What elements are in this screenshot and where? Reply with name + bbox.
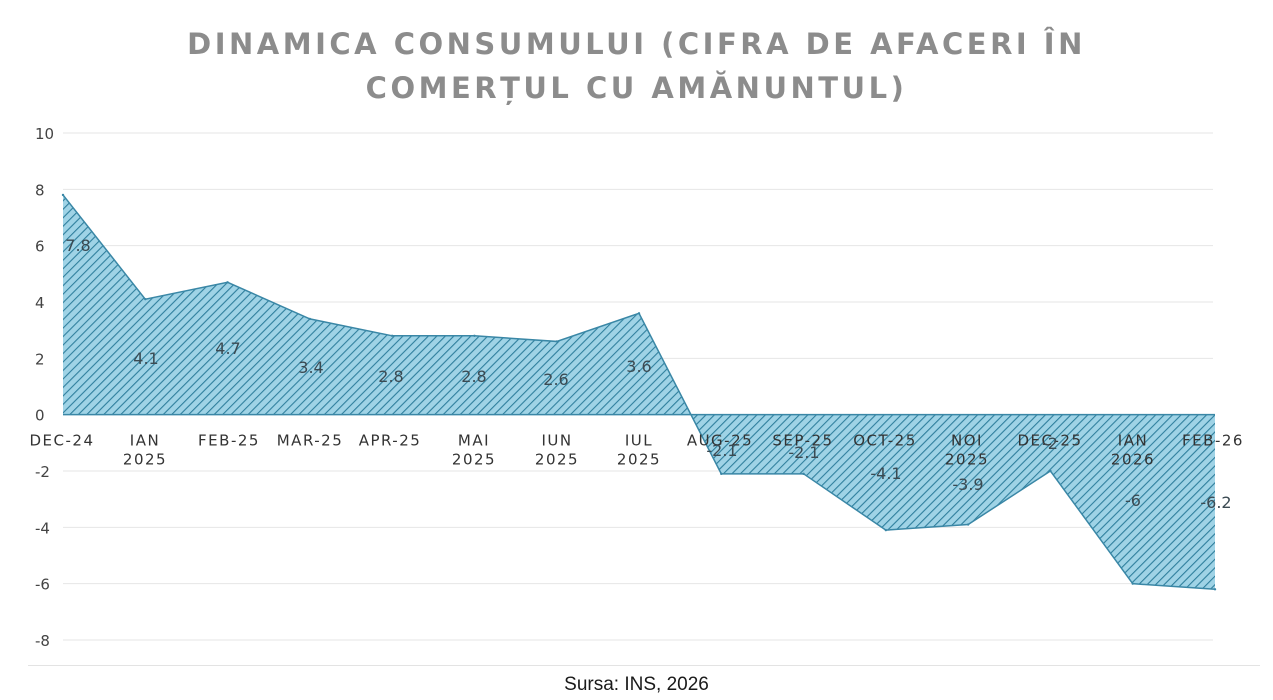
y-tick-label: 2 xyxy=(35,350,45,368)
data-point xyxy=(555,340,558,343)
x-tick-label: FEB-26 xyxy=(1182,432,1244,450)
data-label: -2.1 xyxy=(788,443,819,462)
y-tick-label: 10 xyxy=(35,125,54,143)
source-note: Sursa: INS, 2026 xyxy=(564,674,709,695)
data-label: 7.8 xyxy=(65,236,90,255)
data-point xyxy=(884,528,888,532)
data-label: -6 xyxy=(1125,491,1141,510)
x-tick-label: NOI 2025 xyxy=(945,432,989,469)
x-tick-label: FEB-25 xyxy=(198,432,260,450)
chart-title: DINAMICA CONSUMULUI (CIFRA DE AFACERI ÎN… xyxy=(0,22,1273,110)
data-point xyxy=(1131,582,1134,585)
x-tick-label: IAN 2026 xyxy=(1111,432,1155,469)
data-point xyxy=(144,297,147,301)
footer-divider xyxy=(28,665,1260,666)
x-tick-label: OCT-25 xyxy=(853,432,917,450)
y-tick-label: -8 xyxy=(35,632,50,650)
chart-title-line-2: COMERȚUL CU AMĂNUNTUL) xyxy=(365,71,908,105)
data-labels: 7.8 4.1 4.7 3.4 2.8 2.8 2.6 3.6 -2.1 -2.1 -4.1 -3.9… xyxy=(65,236,1231,512)
x-tick-label: DEC-24 xyxy=(29,432,94,450)
data-point xyxy=(308,317,312,321)
data-label: 4.7 xyxy=(215,339,240,358)
area-fill xyxy=(63,194,1215,590)
data-point xyxy=(720,472,723,476)
x-axis-ticks: DEC-24 IAN 2025 FEB-25 MAR-25 APR-25 MAI 2025 IU… xyxy=(29,432,1244,469)
y-tick-label: -6 xyxy=(35,576,50,594)
data-label: -2 xyxy=(1042,434,1058,453)
data-point xyxy=(966,523,970,526)
y-tick-label: 6 xyxy=(35,238,45,256)
data-label: 3.4 xyxy=(298,358,323,377)
x-tick-label: AUG-25 xyxy=(687,432,753,450)
data-point xyxy=(1213,588,1217,591)
data-label: -4.1 xyxy=(870,464,901,483)
data-label: 2.8 xyxy=(378,367,403,386)
area-series xyxy=(61,193,1217,591)
data-label: 2.6 xyxy=(543,370,568,389)
x-tick-label: APR-25 xyxy=(359,432,422,450)
data-point xyxy=(473,334,476,337)
y-axis-ticks: 10 8 6 4 2 0 -2 -4 -6 -8 xyxy=(35,125,54,650)
data-label: 3.6 xyxy=(626,357,651,376)
data-label: -3.9 xyxy=(952,475,983,494)
x-tick-label: MAI 2025 xyxy=(452,432,496,469)
data-point xyxy=(802,472,805,476)
data-label: -2.1 xyxy=(706,441,737,460)
x-tick-label: IAN 2025 xyxy=(123,432,167,469)
x-tick-label: MAR-25 xyxy=(277,432,344,450)
y-tick-label: -4 xyxy=(35,519,50,537)
y-tick-label: 8 xyxy=(35,181,45,199)
data-label: -6.2 xyxy=(1200,493,1231,512)
x-tick-label: SEP-25 xyxy=(772,432,833,450)
data-point xyxy=(61,193,65,197)
data-point xyxy=(1049,469,1052,473)
x-tick-label: IUL 2025 xyxy=(617,432,661,469)
y-tick-label: -2 xyxy=(35,463,50,481)
data-point xyxy=(226,281,229,284)
y-tick-label: 0 xyxy=(35,407,45,425)
chart-title-line-1: DINAMICA CONSUMULUI (CIFRA DE AFACERI ÎN xyxy=(187,27,1086,61)
data-label: 4.1 xyxy=(133,349,158,368)
data-label: 2.8 xyxy=(461,367,486,386)
x-tick-label: IUN 2025 xyxy=(535,432,579,469)
y-tick-label: 4 xyxy=(35,294,45,312)
x-tick-label: DEC-25 xyxy=(1017,432,1082,450)
data-point xyxy=(390,334,394,337)
data-point xyxy=(637,312,641,315)
